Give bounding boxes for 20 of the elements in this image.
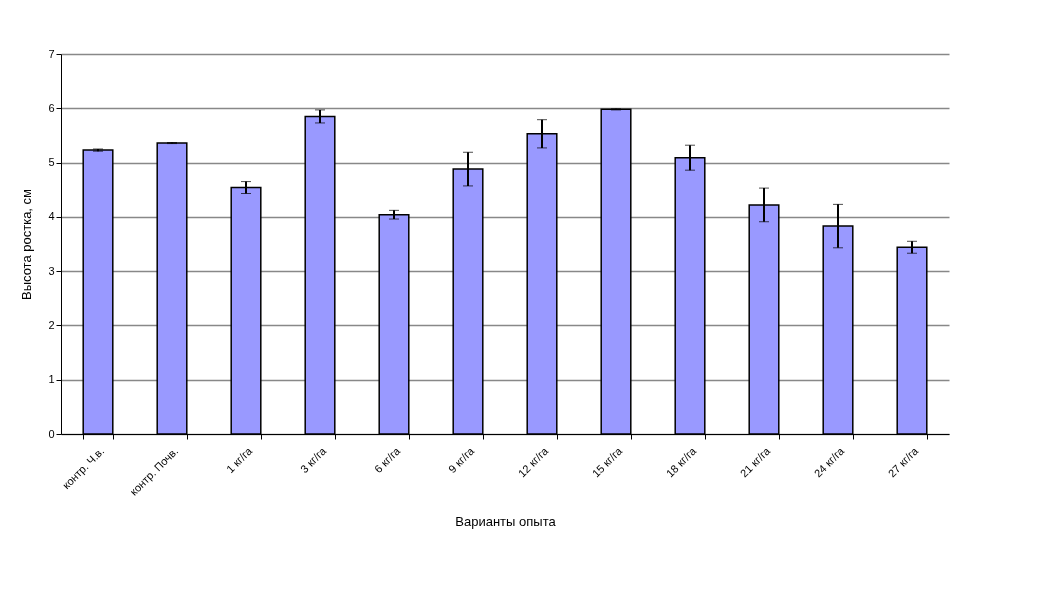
x-tick-label: 9 кг/га: [445, 444, 477, 476]
x-tick-label: 12 кг/га: [515, 444, 551, 480]
y-tick-label: 2: [48, 318, 55, 331]
x-axis-title: Варианты опыта: [455, 513, 557, 529]
x-tick-label: 21 кг/га: [737, 444, 773, 480]
y-axis-title: Высота ростка, см: [19, 188, 35, 301]
x-tick-label: 24 кг/га: [811, 444, 847, 480]
y-tick-label: 4: [48, 210, 55, 223]
x-tick-label: 18 кг/га: [663, 444, 699, 480]
y-tick-label: 3: [48, 264, 55, 277]
x-tick-label: 6 кг/га: [371, 444, 403, 476]
y-tick-label: 6: [48, 101, 55, 114]
y-tick-label: 5: [48, 156, 55, 169]
y-tick-label: 7: [48, 47, 55, 60]
x-tick-label: 3 кг/га: [297, 444, 329, 476]
x-tick-label: 1 кг/га: [223, 444, 255, 476]
y-tick-label: 1: [48, 373, 55, 386]
x-tick-label: 27 кг/га: [885, 444, 921, 480]
y-tick-label: 0: [48, 427, 55, 440]
x-tick-label: 15 кг/га: [589, 444, 625, 480]
